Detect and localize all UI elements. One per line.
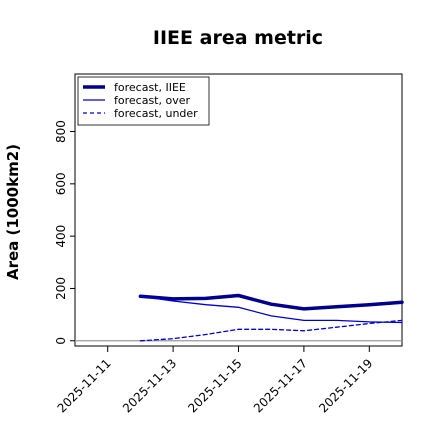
series-line-under: [139, 319, 403, 342]
x-tick-label: 2025-11-17: [251, 356, 310, 415]
x-tick-label: 2025-11-11: [55, 356, 114, 415]
legend-label: forecast, IIEE: [114, 81, 186, 94]
y-tick-label: 200: [54, 277, 68, 300]
y-tick-label: 0: [54, 337, 68, 345]
series-line-IIEE: [138, 293, 404, 311]
legend-box: [77, 76, 210, 126]
x-tick-label: 2025-11-19: [316, 356, 375, 415]
y-axis-label: Area (1000km2): [4, 144, 22, 280]
x-axis: 2025-11-11 2025-11-13 2025-11-15 2025-11-17…: [55, 346, 375, 415]
legend-label: forecast, under: [114, 107, 198, 120]
x-tick-label: 2025-11-15: [185, 356, 244, 415]
y-axis: 0 200 400 600 800: [54, 120, 75, 345]
y-tick-label: 400: [54, 225, 68, 248]
series-layer: [138, 293, 404, 342]
legend-label: forecast, over: [114, 94, 190, 107]
series-line-over: [139, 295, 403, 324]
y-tick-label: 800: [54, 120, 68, 143]
y-tick-label: 600: [54, 172, 68, 195]
chart-title: IIEE area metric: [153, 27, 323, 49]
x-tick-label: 2025-11-13: [120, 356, 179, 415]
